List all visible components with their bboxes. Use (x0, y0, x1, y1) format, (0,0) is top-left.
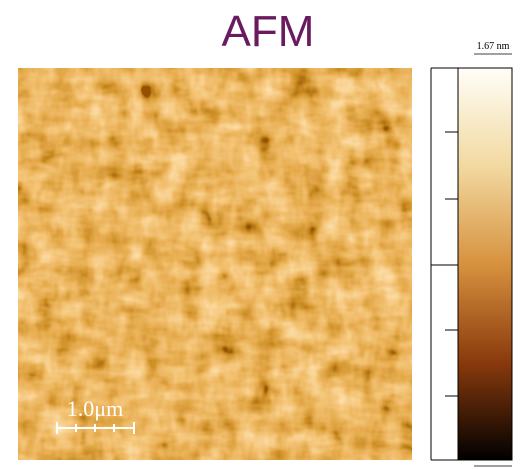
scale-bar-label: 1.0μm (67, 396, 123, 421)
colorbar-max-label: 1.67 nm (477, 41, 510, 52)
title: AFM (222, 7, 315, 56)
afm-figure: AFM 1.0μm 1.67 nm (0, 0, 526, 469)
colorbar-frame (431, 68, 458, 460)
colorbar (458, 68, 512, 460)
